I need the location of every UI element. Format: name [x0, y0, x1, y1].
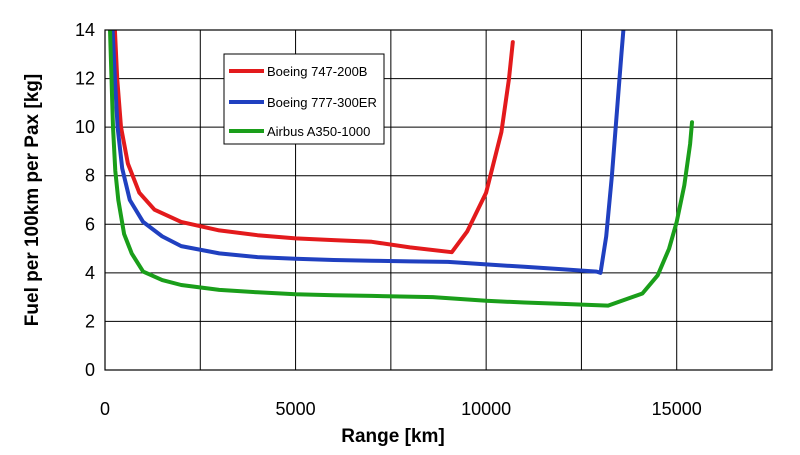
x-tick-label: 15000 [652, 399, 702, 419]
x-axis-title: Range [km] [341, 426, 444, 447]
y-axis-title: Fuel per 100km per Pax [kg] [22, 74, 43, 326]
legend: Boeing 747-200B Boeing 777-300ER Airbus … [223, 53, 385, 145]
legend-label-747: Boeing 747-200B [267, 64, 367, 79]
y-tick-label: 6 [85, 214, 95, 234]
y-tick-label: 10 [75, 117, 95, 137]
legend-label-a350: Airbus A350-1000 [267, 124, 370, 139]
y-tick-label: 8 [85, 166, 95, 186]
x-tick-label: 5000 [276, 399, 316, 419]
x-tick-label: 10000 [461, 399, 511, 419]
y-tick-label: 2 [85, 311, 95, 331]
x-tick-label: 0 [100, 399, 110, 419]
y-tick-label: 14 [75, 20, 95, 40]
y-tick-label: 12 [75, 69, 95, 89]
y-tick-label: 0 [85, 360, 95, 380]
grid-lines [105, 30, 772, 370]
y-axis-ticks: 0 2 4 6 8 10 12 14 [75, 20, 95, 380]
legend-label-777: Boeing 777-300ER [267, 95, 377, 110]
plot-area-frame [104, 29, 773, 371]
y-tick-label: 4 [85, 263, 95, 283]
series-line-boeing-747-200b [112, 30, 515, 255]
x-axis-ticks: 0 5000 10000 15000 [100, 399, 702, 419]
series-line-boeing-777-300er [110, 30, 626, 275]
series-line-airbus-a350-1000 [108, 30, 694, 308]
series-lines [108, 30, 694, 308]
